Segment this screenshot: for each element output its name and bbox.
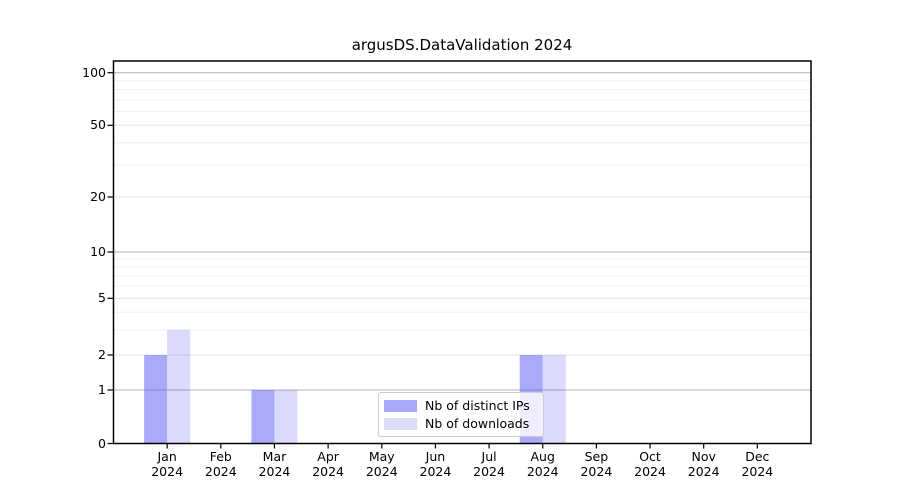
x-tick-label-year: 2024: [473, 464, 505, 479]
x-tick-label-year: 2024: [580, 464, 613, 479]
y-tick-label: 5: [98, 290, 106, 306]
bar-distinct-ips: [144, 355, 168, 444]
x-tick-label-month: Jul: [481, 449, 497, 464]
legend-swatch-downloads: [384, 417, 417, 430]
y-tick-label: 10: [90, 244, 106, 259]
x-tick-label-year: 2024: [258, 464, 291, 479]
x-tick-label-month: Feb: [209, 449, 232, 464]
x-tick-label-month: Oct: [639, 449, 661, 464]
x-tick-label: Mar 2024: [234, 449, 314, 479]
x-tick-label-year: 2024: [151, 464, 184, 479]
legend-item-downloads: Nb of downloads: [384, 416, 537, 431]
plot-border: [112, 60, 812, 445]
x-tick-label-year: 2024: [741, 464, 774, 479]
y-tick-label: 2: [98, 347, 106, 362]
y-tick-label: 50: [90, 117, 106, 133]
x-tick-label-year: 2024: [204, 464, 237, 479]
x-tick-label: Jun 2024: [395, 449, 475, 479]
x-tick-label: Sep 2024: [556, 449, 636, 479]
x-tick-label: Oct 2024: [610, 449, 690, 479]
legend-label-downloads: Nb of downloads: [425, 416, 530, 431]
x-tick-label-year: 2024: [634, 464, 666, 479]
x-tick-label-month: Sep: [584, 449, 609, 464]
y-tick-label: 1: [98, 382, 106, 397]
bar-downloads: [167, 329, 191, 444]
x-tick-label: Nov 2024: [664, 449, 744, 479]
x-tick-label: May 2024: [342, 449, 422, 479]
bar-downloads: [542, 355, 566, 444]
x-tick-label-month: Nov: [691, 449, 716, 464]
x-tick-label-year: 2024: [526, 464, 559, 479]
x-tick-label-month: Jun: [425, 449, 446, 464]
bar-downloads: [274, 390, 298, 444]
x-tick-label: Jul 2024: [449, 449, 529, 479]
y-tick-label: 100: [82, 64, 106, 80]
x-tick-label-year: 2024: [419, 464, 452, 479]
bar-distinct-ips: [251, 390, 275, 444]
y-tick-label: 0: [98, 435, 106, 451]
x-tick-label-month: Dec: [745, 449, 770, 464]
y-tick-label: 20: [90, 189, 106, 204]
x-tick-label-year: 2024: [365, 464, 398, 479]
x-tick-label: Dec 2024: [717, 449, 797, 479]
x-tick-label-month: May: [368, 449, 395, 464]
x-tick-label-month: Apr: [317, 449, 339, 464]
legend: Nb of distinct IPs Nb of downloads: [378, 392, 544, 437]
x-tick-label-year: 2024: [312, 464, 345, 479]
chart-title: argusDS.DataValidation 2024: [351, 36, 573, 54]
x-tick-label: Aug 2024: [503, 449, 583, 479]
legend-item-distinct-ips: Nb of distinct IPs: [384, 398, 537, 413]
x-tick-label-month: Jan: [157, 449, 177, 464]
x-tick-label-month: Mar: [262, 449, 287, 464]
legend-swatch-distinct-ips: [384, 399, 417, 412]
x-tick-label: Apr 2024: [288, 449, 368, 479]
legend-label-distinct-ips: Nb of distinct IPs: [425, 398, 530, 413]
x-tick-label: Jan 2024: [127, 449, 207, 479]
x-tick-label-year: 2024: [687, 464, 720, 479]
x-tick-label-month: Aug: [530, 449, 555, 464]
x-tick-label: Feb 2024: [181, 449, 261, 479]
